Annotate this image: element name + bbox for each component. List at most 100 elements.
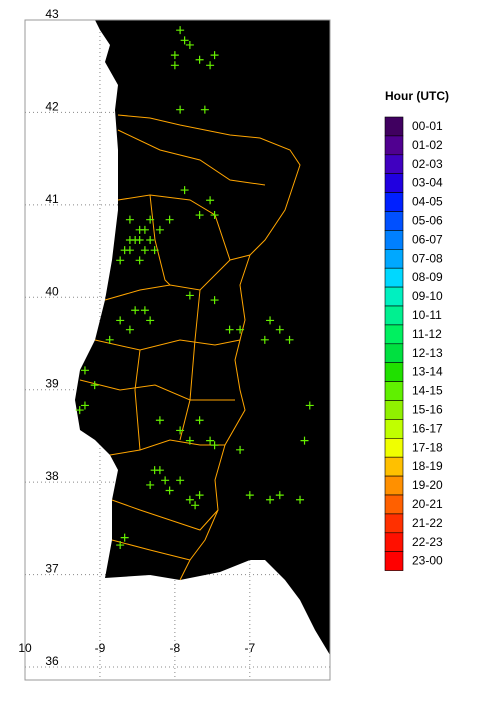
legend-swatch [384, 400, 404, 420]
legend-label: 07-08 [412, 251, 443, 265]
lightning-strike [155, 225, 164, 234]
legend-label: 00-01 [412, 119, 443, 133]
lightning-strike [165, 486, 174, 495]
legend-label: 23-00 [412, 554, 443, 568]
lightning-strike [275, 325, 284, 334]
lightning-strike [180, 186, 189, 195]
lightning-strike [210, 441, 219, 450]
legend-swatch [384, 343, 404, 363]
lightning-strike [125, 325, 134, 334]
lightning-strike [146, 236, 155, 244]
lightning-strike [116, 541, 125, 550]
lightning-strike [195, 211, 204, 220]
lightning-strike [125, 236, 134, 244]
legend-swatch [384, 154, 404, 175]
legend-label: 05-06 [412, 214, 443, 228]
legend-label: 11-12 [412, 327, 442, 341]
land [75, 20, 330, 655]
legend-swatch [384, 437, 404, 458]
legend-label: 09-10 [412, 289, 443, 303]
lightning-strike [266, 316, 275, 325]
legend-label: 17-18 [412, 440, 443, 454]
legend-swatch [384, 192, 404, 212]
district-borders [79, 114, 301, 581]
lightning-strike [165, 215, 174, 224]
legend-label: 08-09 [412, 270, 443, 284]
legend-label: 02-03 [412, 157, 443, 171]
lightning-strike [150, 246, 159, 255]
map-frame [24, 19, 331, 681]
legend-label: 01-02 [412, 138, 443, 152]
lightning-strike [236, 325, 245, 334]
legend-title: Hour (UTC) [385, 89, 449, 103]
lightning-strike [131, 306, 140, 315]
lightning-strike [200, 105, 209, 114]
lightning-strike [176, 426, 185, 435]
lightning-strike [140, 225, 149, 234]
lightning-strike [146, 215, 155, 224]
lightning-strike [140, 306, 149, 315]
legend-label: 21-22 [412, 516, 443, 530]
lightning-strike [105, 335, 114, 344]
lightning-strike [75, 406, 84, 415]
lightning-strike [300, 436, 309, 445]
lightning-strike [180, 36, 189, 45]
lightning-strike [285, 335, 294, 344]
lightning-strike [195, 491, 204, 500]
legend-label: 16-17 [412, 421, 443, 435]
y-tick-label: 38 [45, 469, 59, 483]
legend-swatch [384, 324, 404, 345]
lightning-strike [80, 401, 89, 410]
legend-swatch [384, 211, 404, 231]
lightning-strike [275, 491, 284, 500]
lightning-strike [210, 296, 219, 305]
legend-label: 20-21 [412, 497, 443, 511]
lightning-strike [176, 105, 185, 114]
legend-swatch [384, 456, 404, 477]
lightning-strike [185, 291, 194, 300]
lightning-strike [245, 491, 254, 500]
legend-swatch [384, 267, 404, 288]
lightning-strike [140, 246, 149, 255]
lightning-strike [185, 495, 194, 504]
legend-swatch [384, 305, 404, 326]
lightning-strike [191, 501, 200, 510]
lightning-strike [260, 335, 269, 344]
lightning-strike [146, 316, 155, 325]
lightning-strike [135, 236, 144, 244]
y-tick-label: 40 [45, 284, 59, 298]
legend-label: 04-05 [412, 195, 443, 209]
legend-swatch [384, 494, 404, 515]
legend-label: 06-07 [412, 232, 443, 246]
legend-label: 12-13 [412, 346, 443, 360]
lightning-strike [116, 316, 125, 325]
legend-swatch [384, 551, 404, 571]
legend-label: 14-15 [412, 384, 443, 398]
lightning-strike [135, 256, 144, 265]
legend-swatch [384, 173, 404, 193]
lightning-strike [80, 366, 89, 375]
lightning-strike [146, 480, 155, 489]
legend-label: 10-11 [412, 308, 442, 322]
legend-swatch [384, 116, 404, 137]
lightning-strike [210, 211, 219, 220]
legend-swatch [384, 362, 404, 382]
lightning-strike [90, 381, 99, 390]
legend-swatch [384, 249, 404, 269]
y-tick-label: 36 [45, 654, 59, 668]
legend-label: 22-23 [412, 535, 443, 549]
lightning-strike [176, 476, 185, 485]
lightning-strike [185, 436, 194, 445]
lightning-strike [185, 40, 194, 49]
y-tick-label: 43 [45, 7, 59, 21]
lightning-strike [266, 495, 275, 504]
legend-label: 13-14 [412, 365, 443, 379]
legend-swatch [384, 513, 404, 534]
y-tick-label: 42 [45, 99, 59, 113]
lightning-strike [206, 196, 215, 205]
lightning-strike [116, 256, 125, 265]
lightning-strike [225, 325, 234, 334]
legend-swatch [384, 475, 404, 496]
legend-swatch [384, 286, 404, 307]
